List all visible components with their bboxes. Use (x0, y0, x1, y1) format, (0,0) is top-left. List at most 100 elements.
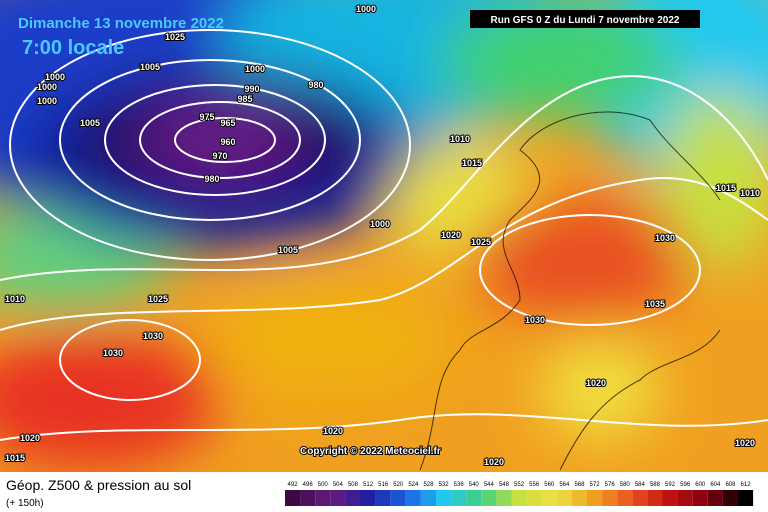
colorbar-label: 576 (605, 482, 616, 488)
isobar-label: 1015 (5, 453, 25, 463)
isobar-label: 990 (244, 84, 259, 94)
isobar-label: 1020 (586, 378, 606, 388)
colorbar-cell (556, 490, 572, 506)
colorbar-cell (617, 490, 633, 506)
colorbar-label: 516 (378, 482, 389, 488)
isobar-label: 1030 (143, 331, 163, 341)
colorbar-cell (662, 490, 678, 506)
footer-lead: (+ 150h) (6, 498, 44, 509)
colorbar-label: 532 (439, 482, 450, 488)
isobar-label: 1005 (80, 118, 100, 128)
isobar-lines (0, 29, 768, 441)
colorbar-cell (541, 490, 557, 506)
colorbar-label: 584 (635, 482, 646, 488)
isobar-label: 965 (220, 118, 235, 128)
colorbar-cell (436, 490, 452, 506)
colorbar-label: 528 (423, 482, 434, 488)
colorbar-label: 580 (620, 482, 631, 488)
colorbar-cell (602, 490, 618, 506)
isobar-label: 960 (220, 137, 235, 147)
colorbar-cell (632, 490, 648, 506)
isobar-label: 1000 (356, 4, 376, 14)
isobar-label: 1005 (278, 245, 298, 255)
isobar-label: 1035 (645, 299, 665, 309)
colorbar-cell (285, 490, 301, 506)
colorbar-cell (466, 490, 482, 506)
colorbar: 492 496 500 504 508 512 516 520 524 528 532 536 540 5… (285, 482, 754, 506)
colorbar-cell (405, 490, 421, 506)
run-info: Run GFS 0 Z du Lundi 7 novembre 2022 (491, 15, 680, 26)
isobar-label: 1000 (37, 82, 57, 92)
colorbar-cell (511, 490, 527, 506)
coastlines (419, 111, 721, 471)
isobar-label: 1005 (140, 62, 160, 72)
colorbar-label: 552 (514, 482, 525, 488)
colorbar-cell (722, 490, 738, 506)
isobar-label: 1030 (103, 348, 123, 358)
colorbar-label: 608 (725, 482, 736, 488)
isobar-label: 1020 (441, 230, 461, 240)
colorbar-cell (375, 490, 391, 506)
copyright: Copyright © 2022 Meteociel.fr (300, 446, 441, 457)
colorbar-label: 496 (303, 482, 314, 488)
colorbar-label: 520 (393, 482, 404, 488)
colorbar-cell (390, 490, 406, 506)
isobar-label: 1010 (5, 294, 25, 304)
colorbar-label: 536 (454, 482, 465, 488)
isobar-label: 970 (212, 151, 227, 161)
forecast-date: Dimanche 13 novembre 2022 (18, 15, 224, 32)
isobar-label: 1025 (148, 294, 168, 304)
colorbar-cell (330, 490, 346, 506)
isobar-label: 1020 (735, 438, 755, 448)
isobar-label: 1030 (525, 315, 545, 325)
colorbar-cell (360, 490, 376, 506)
colorbar-cell (677, 490, 693, 506)
colorbar-label: 596 (680, 482, 691, 488)
colorbar-label: 560 (544, 482, 555, 488)
colorbar-label: 564 (559, 482, 570, 488)
isobar-label: 1010 (740, 188, 760, 198)
colorbar-label: 504 (333, 482, 344, 488)
colorbar-cell (420, 490, 436, 506)
colorbar-label: 500 (318, 482, 329, 488)
footer-title: Géop. Z500 & pression au sol (6, 477, 191, 493)
colorbar-cell (496, 490, 512, 506)
isobar-label: 980 (204, 174, 219, 184)
forecast-time: 7:00 locale (22, 37, 124, 59)
colorbar-cell (692, 490, 708, 506)
colorbar-label: 556 (529, 482, 540, 488)
colorbar-cell (345, 490, 361, 506)
colorbar-label: 612 (741, 482, 752, 488)
isobar-label: 1020 (20, 433, 40, 443)
isobar-label: 1020 (484, 457, 504, 467)
isobar-label: 1015 (716, 183, 736, 193)
colorbar-label: 588 (650, 482, 661, 488)
isobar-label: 1000 (37, 96, 57, 106)
isobar-label: 1030 (655, 233, 675, 243)
colorbar-cell (300, 490, 316, 506)
colorbar-cell (647, 490, 663, 506)
isobar-label: 1015 (462, 158, 482, 168)
isobar-label: 1020 (323, 426, 343, 436)
colorbar-cell (451, 490, 467, 506)
colorbar-cell (707, 490, 723, 506)
colorbar-label: 604 (710, 482, 721, 488)
colorbar-cell (481, 490, 497, 506)
colorbar-label: 512 (363, 482, 374, 488)
colorbar-label: 524 (408, 482, 419, 488)
colorbar-label: 544 (484, 482, 495, 488)
colorbar-label: 492 (288, 482, 299, 488)
colorbar-cell (315, 490, 331, 506)
colorbar-label: 508 (348, 482, 359, 488)
run-box (470, 10, 700, 28)
isobar-label: 1025 (471, 237, 491, 247)
colorbar-label: 572 (590, 482, 601, 488)
isobar-label: 1000 (245, 64, 265, 74)
isobar-label: 1000 (45, 72, 65, 82)
colorbar-label: 548 (499, 482, 510, 488)
isobar-label: 1010 (450, 134, 470, 144)
isobar-label: 980 (308, 80, 323, 90)
